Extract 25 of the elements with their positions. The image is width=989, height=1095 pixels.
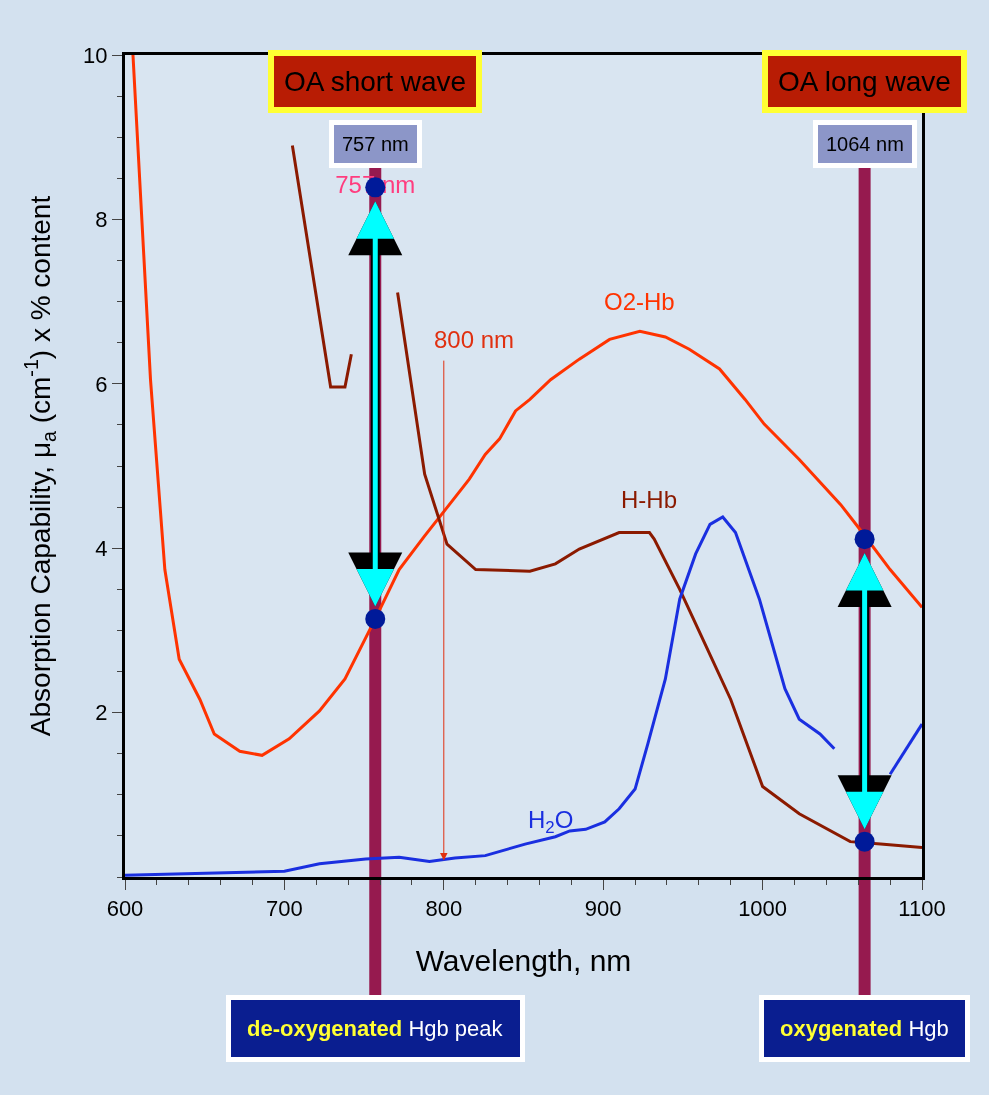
x-tick-label: 900: [584, 896, 622, 922]
ref-line-label: 757 nm: [342, 133, 409, 155]
y-tick-label: 8: [95, 207, 108, 233]
y-tick-label: 4: [95, 535, 108, 561]
x-tick-label: 600: [106, 896, 144, 922]
series-label: H$_{2}$O: [528, 806, 574, 838]
x-tick-label: 1100: [898, 896, 946, 922]
series-label: H-Hb: [621, 486, 678, 513]
point: [365, 608, 386, 629]
series-label: O2-Hb: [604, 288, 675, 315]
text: oxygenated Hgb: [780, 1016, 949, 1041]
text: de-oxygenated Hgb peak: [247, 1016, 504, 1041]
annotation: OA long wave: [778, 66, 951, 97]
ref-line-label: 1064 nm: [826, 133, 904, 155]
y-tick-label: 2: [95, 700, 108, 726]
x-tick-label: 800: [425, 896, 463, 922]
ref-line-label: 800 nm: [434, 326, 515, 353]
x-tick-label: 700: [266, 896, 303, 922]
x-axis-title: Wavelength, nm: [415, 943, 632, 977]
y-tick-label: 10: [83, 42, 108, 68]
x-tick-label: 1000: [738, 896, 788, 922]
y-tick-label: 6: [95, 371, 108, 397]
point: [854, 529, 875, 550]
point: [854, 831, 875, 852]
annotation: OA short wave: [284, 66, 467, 97]
